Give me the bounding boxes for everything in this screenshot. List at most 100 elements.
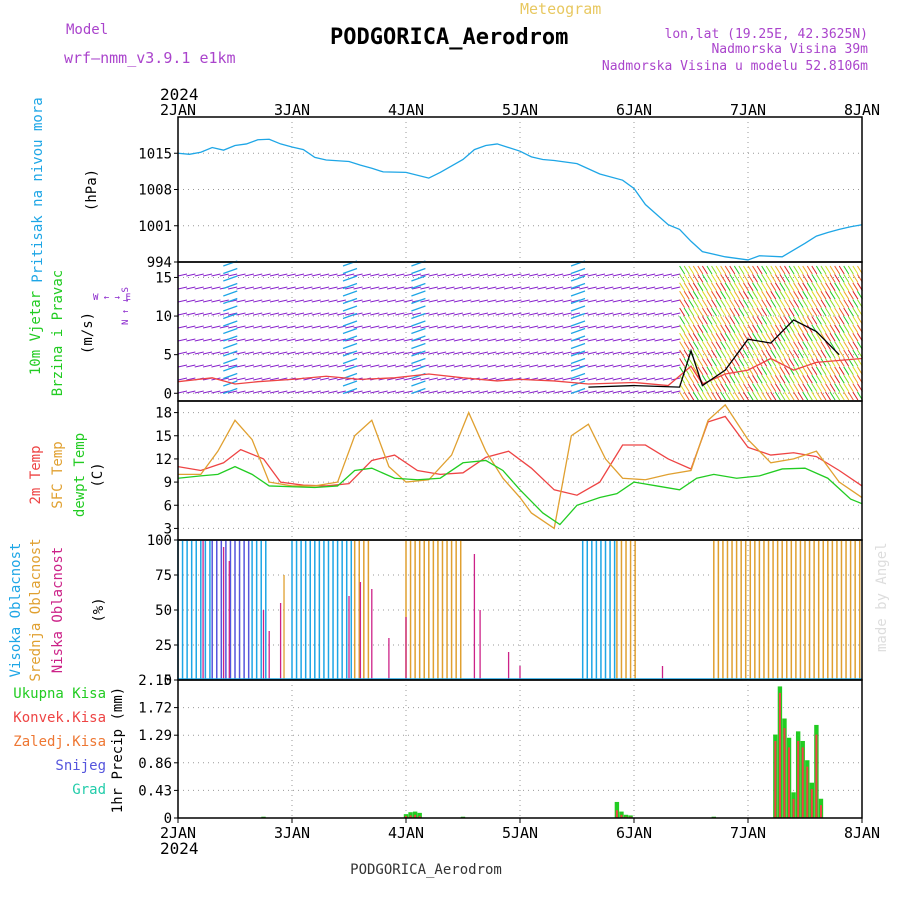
wind-arrow <box>743 274 749 283</box>
wind-arrow <box>829 383 836 392</box>
wind-arrow <box>806 383 813 392</box>
wind-arrow <box>328 338 338 342</box>
wind-arrow <box>756 341 763 350</box>
wind-arrow <box>620 377 631 381</box>
wind-arrow <box>701 366 708 376</box>
panel-frame <box>177 116 863 263</box>
wind-arrow <box>692 290 699 300</box>
wind-arrow <box>825 299 831 308</box>
wind-arrow <box>743 307 749 317</box>
wind-arrow <box>269 364 280 368</box>
wind-arrow <box>806 374 813 384</box>
wind-arrow <box>311 338 321 342</box>
wind-arrow <box>342 342 358 350</box>
wind-arrow <box>761 391 768 401</box>
wind-arrow <box>752 274 758 283</box>
wind-arrow <box>244 364 254 368</box>
wind-arrow <box>806 290 813 300</box>
wind-arrow <box>843 324 850 334</box>
wind-arrow <box>570 325 581 329</box>
wind-arrow <box>620 338 631 342</box>
wind-arrow <box>411 350 426 357</box>
wind-arrow <box>715 282 722 292</box>
wind-arrow <box>683 299 690 308</box>
wind-arrow <box>654 273 664 277</box>
wind-arrow <box>562 286 572 290</box>
wind-arrow <box>223 282 238 290</box>
wind-arrow <box>847 324 854 334</box>
wind-arrow <box>228 338 238 342</box>
wind-arrow <box>811 290 818 300</box>
wind-arrow <box>720 282 727 292</box>
wind-arrow <box>697 282 704 292</box>
wind-arrow <box>336 338 346 342</box>
wind-arrow <box>219 299 229 303</box>
precip-bar-conv <box>819 805 822 818</box>
wind-arrow <box>706 391 713 401</box>
wind-arrow <box>629 299 639 303</box>
y-tick-label: 3 <box>164 521 172 537</box>
wind-arrow <box>437 390 447 394</box>
wind-arrow <box>715 358 722 367</box>
wind-arrow <box>738 290 745 300</box>
wind-arrow <box>278 299 288 303</box>
wind-arrow <box>545 325 555 329</box>
wind-arrow <box>756 324 763 334</box>
wind-arrow <box>495 286 505 290</box>
panel-temperature: 3 6 9 12 15 18 <box>155 400 863 541</box>
wind-arrow <box>820 290 827 300</box>
wind-arrow <box>437 338 447 342</box>
wind-arrow <box>428 299 438 303</box>
wind-arrow <box>820 383 827 392</box>
wind-arrow <box>720 299 727 308</box>
wind-arrow <box>537 325 547 329</box>
wind-arrow <box>697 307 704 317</box>
wind-arrow <box>688 374 695 384</box>
wind-arrow <box>286 312 296 316</box>
wind-arrow <box>825 374 831 384</box>
wind-arrow <box>595 338 606 342</box>
wind-arrow <box>445 325 455 329</box>
wind-arrow <box>679 307 686 317</box>
wind-subtitle: Brzina i Pravac <box>50 270 66 396</box>
wind-arrow <box>445 286 455 290</box>
wind-arrow <box>720 332 727 342</box>
footer-station: PODGORICA_Aerodrom <box>350 862 502 878</box>
wind-arrow <box>774 391 781 401</box>
precip-bar-conv <box>620 814 623 818</box>
wind-arrow <box>847 366 854 376</box>
wind-arrow <box>637 364 647 368</box>
cloud-bars <box>177 540 862 680</box>
wind-arrow <box>595 312 606 316</box>
wind-arrow <box>620 351 631 355</box>
wind-arrow <box>662 286 672 290</box>
wind-arrow <box>478 299 489 303</box>
wind-arrow <box>761 341 768 350</box>
wind-arrow <box>403 286 413 290</box>
wind-arrow <box>562 364 572 368</box>
altitude-label: Nadmorska Visina 39m <box>711 42 868 57</box>
wind-arrow <box>620 312 631 316</box>
wind-arrow <box>487 390 497 394</box>
wind-arrow <box>662 273 672 277</box>
wind-arrow <box>720 349 727 359</box>
y-tick-label: 1015 <box>138 146 172 162</box>
wind-arrow <box>679 274 686 283</box>
wind-arrow <box>604 273 614 277</box>
wind-arrow <box>829 374 836 384</box>
wind-arrow <box>774 383 781 392</box>
wind-arrow <box>211 312 221 316</box>
wind-arrow <box>570 335 586 342</box>
wind-arrow <box>462 325 472 329</box>
wind-arrow <box>579 351 589 355</box>
wind-arrow <box>843 332 850 342</box>
wind-arrow <box>620 273 631 277</box>
wind-arrows <box>177 260 863 401</box>
direction-legend-ns: N ↑ ↓ S <box>121 287 131 325</box>
wind-arrow <box>378 390 388 394</box>
wind-arrow <box>186 377 196 381</box>
wind-arrow <box>711 341 717 350</box>
wind-arrow <box>779 324 786 334</box>
precip-title: 1hr Precip (mm) <box>110 687 126 813</box>
wind-arrow <box>411 267 426 275</box>
